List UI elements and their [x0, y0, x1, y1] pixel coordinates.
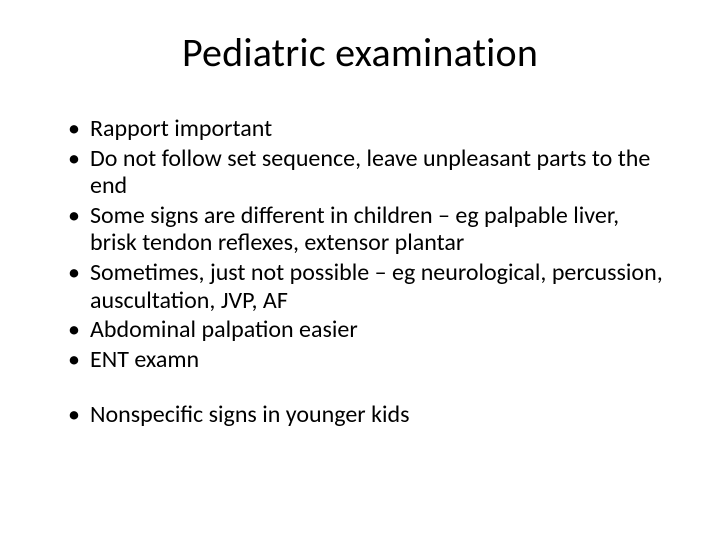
- slide-title: Pediatric examination: [50, 28, 670, 77]
- list-item: Do not follow set sequence, leave unplea…: [68, 145, 670, 200]
- list-item: Nonspecific signs in younger kids: [68, 401, 670, 429]
- bullet-list-secondary: Nonspecific signs in younger kids: [50, 401, 670, 429]
- spacer: [50, 375, 670, 401]
- list-item: ENT examn: [68, 346, 670, 374]
- list-item: Sometimes, just not possible – eg neurol…: [68, 259, 670, 314]
- bullet-list-main: Rapport important Do not follow set sequ…: [50, 115, 670, 373]
- list-item: Abdominal palpation easier: [68, 316, 670, 344]
- list-item: Some signs are different in children – e…: [68, 202, 670, 257]
- list-item: Rapport important: [68, 115, 670, 143]
